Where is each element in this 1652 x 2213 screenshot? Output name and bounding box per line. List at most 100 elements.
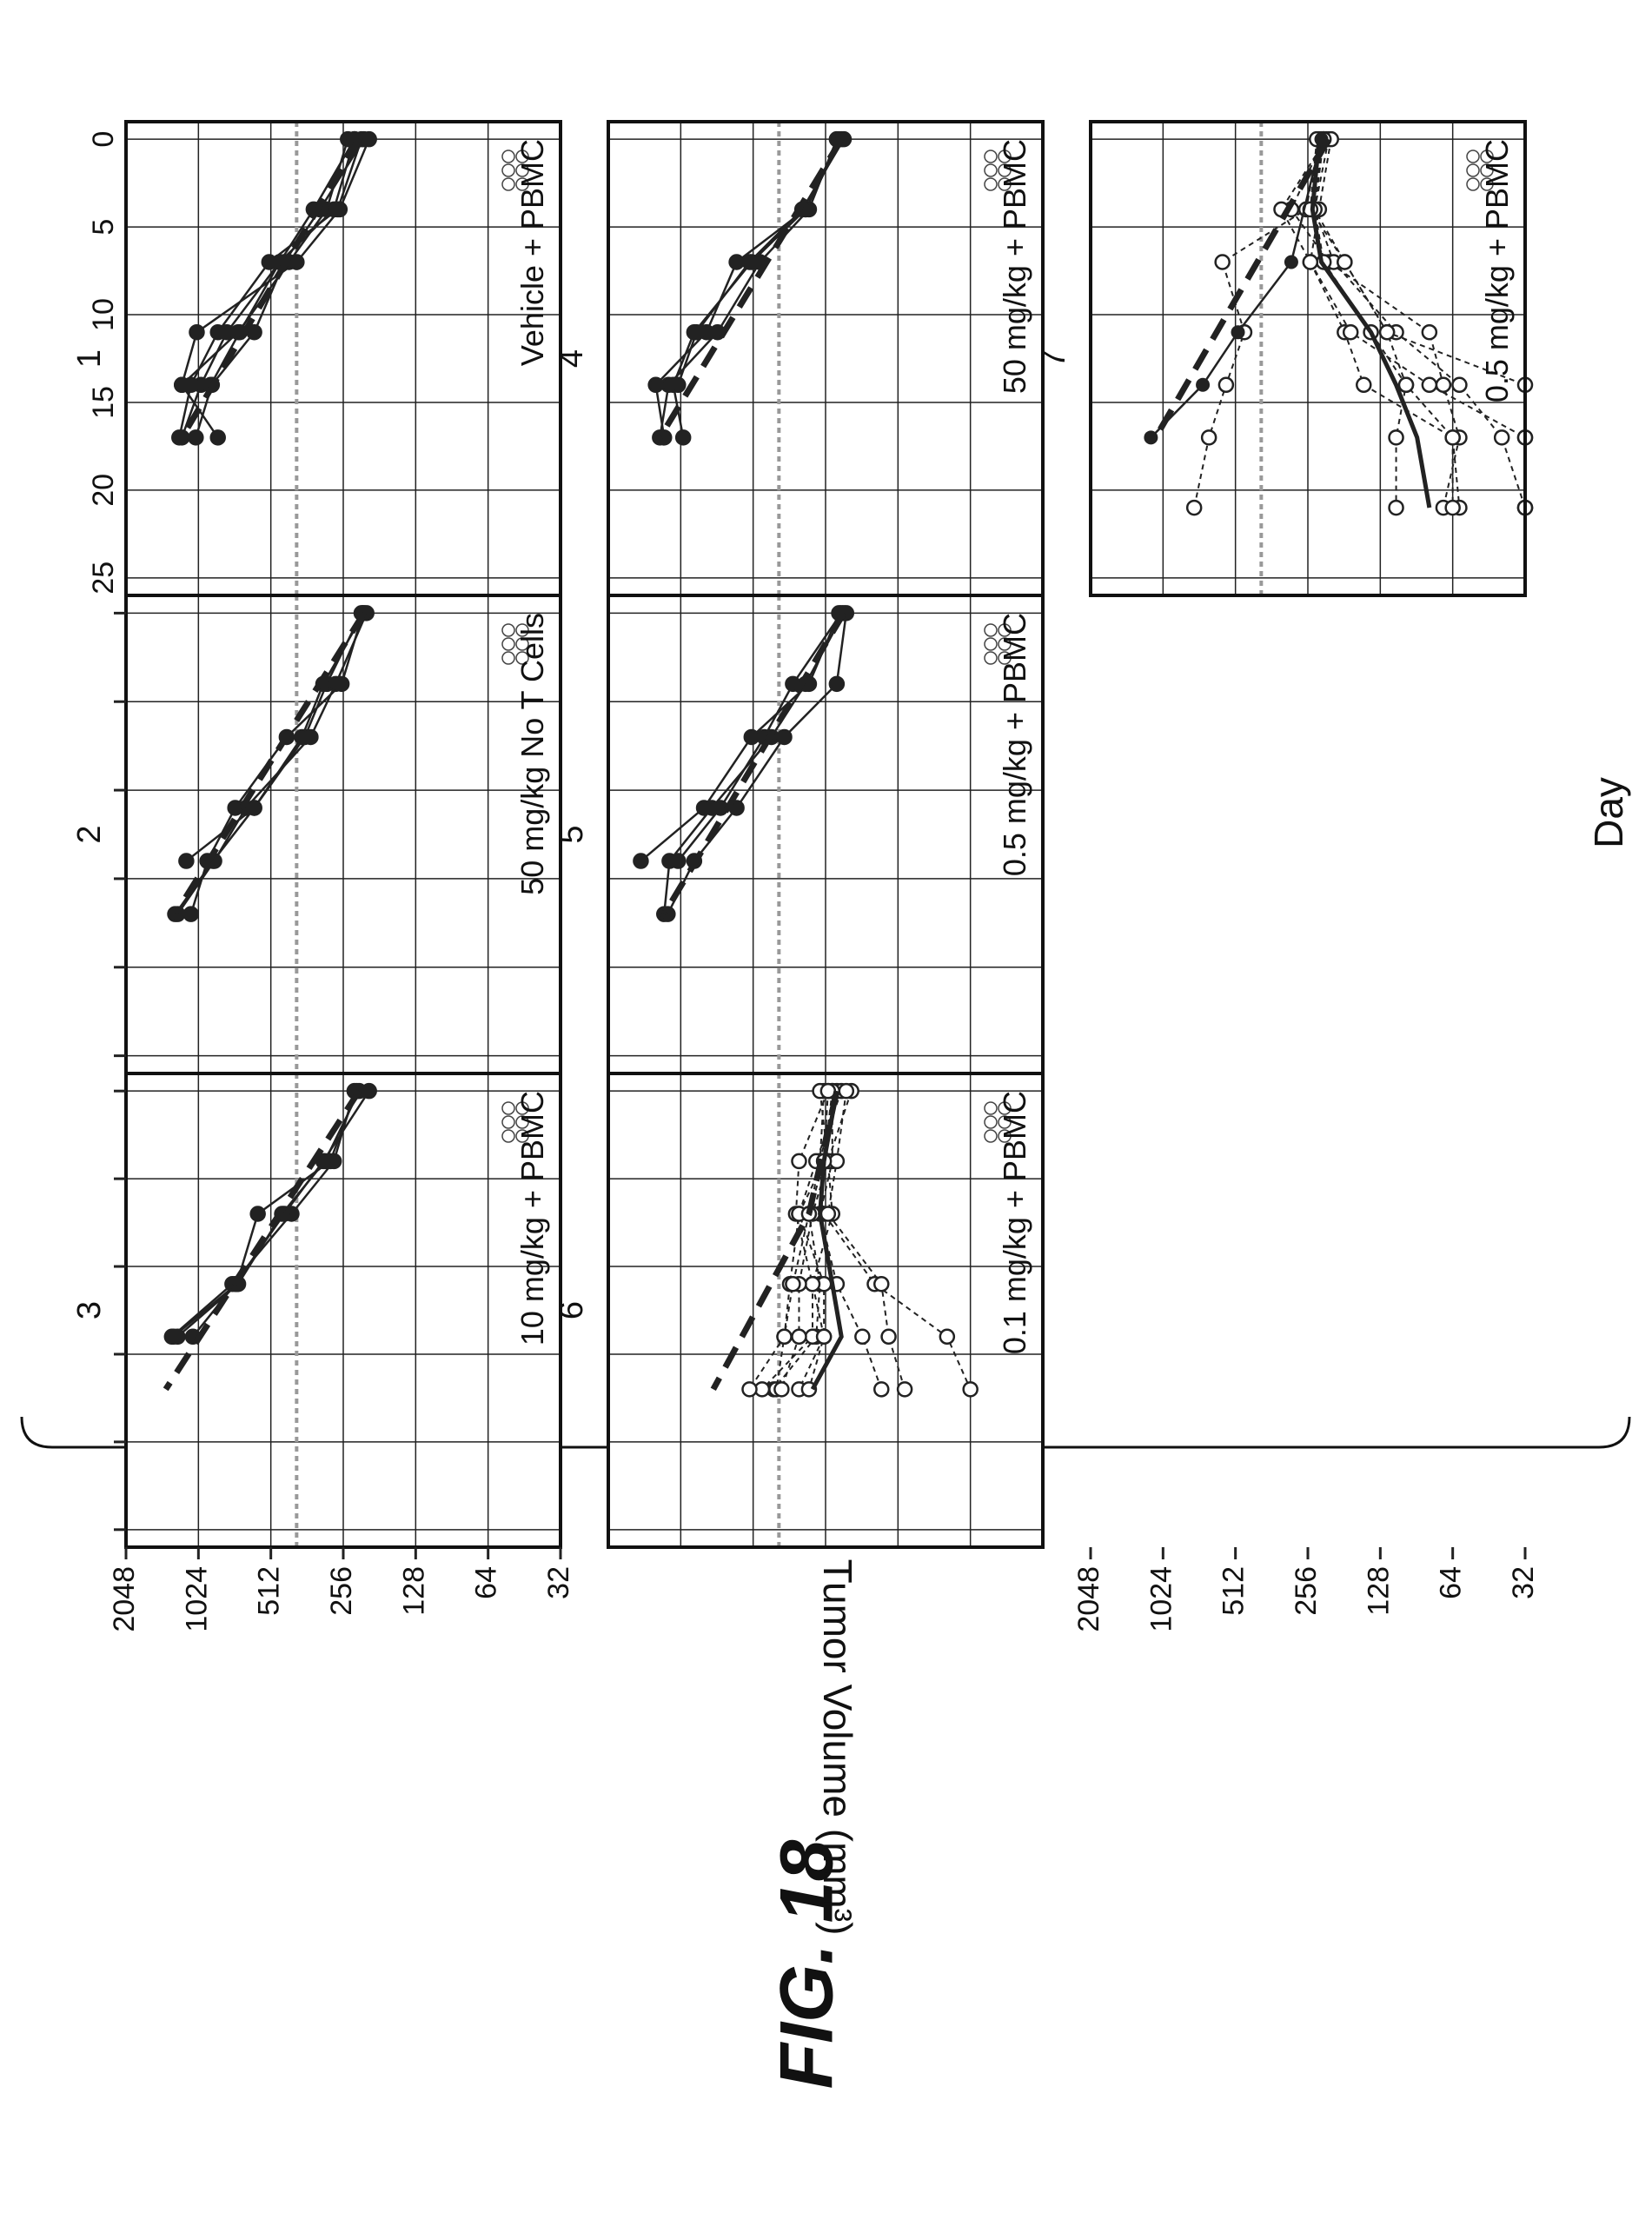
antibody-domain bbox=[998, 177, 1012, 191]
day-tick-label: 5 bbox=[87, 219, 120, 236]
data-point bbox=[1214, 254, 1231, 270]
data-point bbox=[815, 1328, 833, 1346]
data-point bbox=[182, 906, 199, 922]
x-axis-label: Day bbox=[1586, 777, 1631, 848]
data-point bbox=[873, 1275, 890, 1293]
panel-number: 5 bbox=[554, 825, 590, 843]
panel-title-text: Vehicle + PBMC bbox=[514, 139, 550, 366]
series-line bbox=[180, 138, 370, 439]
antibody-domain bbox=[984, 1129, 998, 1143]
data-point bbox=[776, 1328, 793, 1346]
data-point bbox=[174, 376, 190, 394]
data-point bbox=[1444, 429, 1461, 446]
antibody-domain bbox=[984, 651, 998, 665]
volume-tick-label-text: 1024 bbox=[180, 1566, 213, 1632]
antibody-icon bbox=[501, 1101, 529, 1143]
y-axis-label: Tumor Volume (mm³) bbox=[815, 1559, 860, 1936]
data-point bbox=[1337, 254, 1353, 270]
data-point bbox=[289, 254, 305, 270]
data-point bbox=[1421, 376, 1438, 394]
antibody-domain bbox=[998, 637, 1012, 651]
data-point bbox=[209, 323, 226, 341]
trend-line bbox=[179, 137, 362, 440]
y-axis-label-text: Tumor Volume (mm³) bbox=[815, 1559, 860, 1936]
antibody-icon bbox=[984, 623, 1012, 665]
volume-tick-label: 64 bbox=[470, 1566, 503, 1599]
data-point bbox=[333, 675, 350, 693]
antibody-domain bbox=[515, 1129, 529, 1143]
panel-number: 3 bbox=[71, 1301, 108, 1319]
panel-title: 10 mg/kg + PBMC bbox=[514, 1091, 550, 1346]
volume-tick-label: 1024 bbox=[180, 1566, 213, 1632]
volume-tick-label: 512 bbox=[1217, 1566, 1251, 1616]
antibody-domain bbox=[998, 651, 1012, 665]
data-point bbox=[1444, 499, 1461, 516]
antibody-domain bbox=[1466, 150, 1480, 163]
data-point bbox=[249, 1206, 266, 1222]
day-tick-label-text: 10 bbox=[87, 298, 120, 331]
volume-tick-label-text: 512 bbox=[253, 1566, 286, 1616]
panel-title-text: 50 mg/kg No T Cells bbox=[514, 613, 550, 895]
series-line bbox=[654, 138, 843, 438]
antibody-domain bbox=[998, 163, 1012, 177]
figure-label-text: FIG. 18 bbox=[766, 1839, 849, 2089]
trend-line bbox=[1152, 137, 1331, 440]
panel-number: 4 bbox=[554, 349, 590, 368]
volume-tick-label-text: 256 bbox=[1290, 1566, 1323, 1616]
volume-tick-label-text: 512 bbox=[1217, 1566, 1251, 1616]
data-point bbox=[647, 376, 664, 394]
antibody-domain bbox=[998, 623, 1012, 637]
panel-frame bbox=[607, 1072, 1045, 1549]
panel-title: 0.5 mg/kg + PBMC bbox=[997, 613, 1032, 876]
data-point bbox=[776, 728, 793, 746]
data-point bbox=[1302, 254, 1319, 270]
antibody-domain bbox=[1480, 177, 1494, 191]
data-point bbox=[1185, 499, 1203, 516]
series-line bbox=[659, 138, 839, 438]
series-line bbox=[761, 1090, 829, 1391]
data-point bbox=[896, 1381, 913, 1398]
day-tick-label: 10 bbox=[87, 298, 120, 331]
antibody-domain bbox=[1466, 177, 1480, 191]
data-point bbox=[1388, 429, 1404, 446]
antibody-icon bbox=[984, 150, 1012, 191]
data-point bbox=[1217, 376, 1235, 394]
day-tick-label: 15 bbox=[87, 386, 120, 419]
antibody-domain bbox=[515, 1101, 529, 1115]
antibody-domain bbox=[515, 150, 529, 163]
data-point bbox=[656, 429, 673, 446]
day-tick-label: 20 bbox=[87, 474, 120, 507]
data-point bbox=[361, 130, 377, 148]
antibody-domain bbox=[515, 177, 529, 191]
data-point bbox=[791, 1328, 807, 1346]
axes: 2048 1024 512 256 128 64 32 2048 1024 512 256 128 64… bbox=[87, 131, 1540, 1632]
data-point bbox=[1342, 323, 1359, 341]
trend-line bbox=[163, 1089, 362, 1392]
panel-title-text: 0.5 mg/kg + PBMC bbox=[997, 613, 1032, 876]
antibody-domain bbox=[501, 150, 515, 163]
figure-label: FIG. 18 bbox=[766, 1839, 849, 2089]
antibody-domain bbox=[984, 1115, 998, 1129]
antibody-domain bbox=[1480, 150, 1494, 163]
antibody-domain bbox=[515, 1115, 529, 1129]
data-point bbox=[331, 201, 348, 218]
series-line bbox=[807, 1090, 853, 1390]
trend-line bbox=[661, 611, 846, 916]
panels: Vehicle + PBMC 1 50 mg/kg No T Cells 2 10 mg… bbox=[71, 120, 1534, 1549]
volume-tick-label: 512 bbox=[253, 1566, 286, 1616]
panel-number: 6 bbox=[554, 1301, 590, 1319]
antibody-domain bbox=[998, 1115, 1012, 1129]
data-point bbox=[880, 1328, 897, 1346]
data-point bbox=[741, 1381, 758, 1398]
data-point bbox=[670, 376, 687, 394]
antibody-domain bbox=[984, 623, 998, 637]
antibody-domain bbox=[501, 1115, 515, 1129]
data-point bbox=[838, 1082, 855, 1100]
panel-frame bbox=[1089, 120, 1527, 597]
panel-number-text: 6 bbox=[554, 1301, 590, 1319]
panel-2: 50 mg/kg No T Cells 2 bbox=[71, 594, 562, 1075]
antibody-domain bbox=[998, 1101, 1012, 1115]
volume-tick-label: 2048 bbox=[108, 1566, 141, 1632]
antibody-domain bbox=[515, 637, 529, 651]
